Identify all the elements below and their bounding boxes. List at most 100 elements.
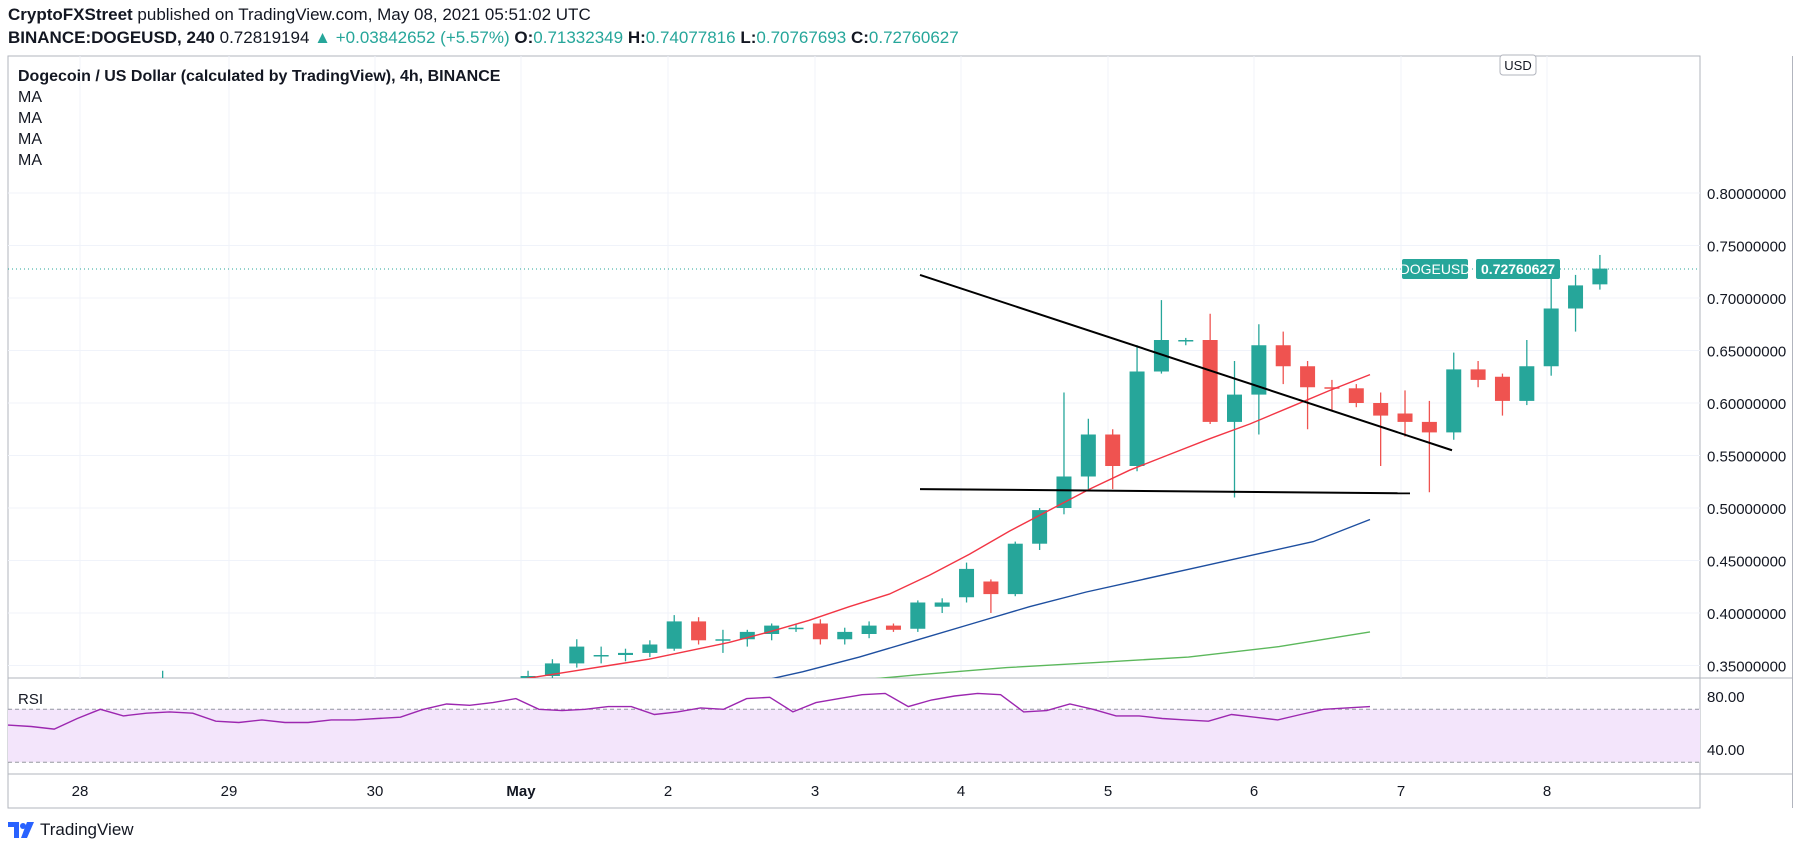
change-text: ▲ +0.03842652 (+5.57%) [314,28,510,47]
candle-body [569,646,585,664]
rsi-tick-label: 80.00 [1707,689,1745,706]
candle-body [1543,308,1559,367]
y-tick-label: 0.80000000 [1707,186,1786,203]
candle-body [1251,345,1267,395]
candle-body [618,652,633,655]
candle-body [642,644,658,653]
candle-body [983,581,999,595]
candle-body [691,621,707,641]
currency-badge-bg[interactable] [1499,54,1537,76]
x-tick-label: 30 [367,783,384,800]
candle-body [1153,340,1169,372]
y-tick-label: 0.60000000 [1707,396,1786,413]
price-tag-bg [1476,259,1560,280]
candle-body [666,621,682,649]
candle-body [764,625,780,634]
candle-body [1227,394,1242,422]
x-tick-label: 3 [811,783,819,800]
candle-body [1324,387,1340,389]
candle-body [1178,340,1194,342]
legend-title: Dogecoin / US Dollar (calculated by Trad… [18,68,501,85]
legend-ma-1[interactable]: MA [18,89,42,106]
right-border [1792,56,1793,808]
candle-body [1592,268,1608,285]
legend-ma-4[interactable]: MA [18,152,42,169]
symbol-tag-bg [1402,259,1468,280]
candle-body [959,568,975,598]
low-value: 0.70767693 [756,28,847,47]
rsi-band [8,709,1700,763]
close-value: 0.72760627 [868,28,959,47]
y-tick-label: 0.55000000 [1707,449,1786,466]
tradingview-logo[interactable]: TradingView [8,820,134,840]
candle-body [544,663,560,676]
x-tick-label: 2 [664,783,672,800]
candle-body [788,627,804,630]
x-tick-label: 6 [1250,783,1258,800]
y-tick-label: 0.75000000 [1707,239,1786,256]
candle-body [885,625,901,630]
moving-average-line-1 [524,373,1371,678]
symbol-text: BINANCE:DOGEUSD, 240 [8,28,215,47]
candle-body [1300,366,1316,388]
publisher-line: CryptoFXStreet published on TradingView.… [8,5,591,25]
high-label: H: [627,28,646,47]
published-text: published on TradingView.com, May 08, 20… [137,5,591,24]
candle-body [861,625,877,634]
candle-body [520,676,536,678]
last-price: 0.72819194 [219,28,310,47]
support-trendline [919,488,1411,495]
y-tick-label: 0.50000000 [1707,501,1786,518]
high-value: 0.74077816 [645,28,736,47]
x-tick-label: 5 [1104,783,1112,800]
candle-body [1129,371,1145,466]
x-tick-label: 4 [957,783,965,800]
candle-body [1397,413,1413,422]
rsi-tick-label: 40.00 [1707,742,1745,759]
y-tick-label: 0.40000000 [1707,606,1786,623]
x-tick-label: 29 [221,783,238,800]
open-label: O: [514,28,534,47]
candle-body [1348,388,1364,403]
moving-average-line-2 [771,518,1371,678]
legend-ma-3[interactable]: MA [18,131,42,148]
candle-body [812,623,828,640]
open-value: 0.71332349 [533,28,624,47]
chart-legend: Dogecoin / US Dollar (calculated by Trad… [18,66,500,171]
moving-average-line-3 [874,631,1371,678]
candle-body [739,631,755,640]
descending-trendline [919,273,1453,452]
publisher-name[interactable]: CryptoFXStreet [8,5,133,24]
symbol-ohlc-line: BINANCE:DOGEUSD, 240 0.72819194 ▲ +0.038… [8,28,959,48]
currency-badge[interactable]: USD [1504,58,1531,73]
x-tick-label: 7 [1397,783,1405,800]
candle-body [1494,376,1510,401]
candle-body [1105,434,1121,466]
candle-body [1446,369,1462,433]
candle-body [1470,369,1486,380]
candle-body [1007,543,1023,595]
candle-body [934,602,950,607]
y-tick-label: 0.35000000 [1707,659,1786,676]
candle-body [837,631,853,640]
legend-ma-2[interactable]: MA [18,110,42,127]
rsi-line [7,692,1371,730]
candle-body [1032,510,1048,544]
candle-body [1080,434,1096,477]
x-tick-label: 8 [1543,783,1551,800]
y-tick-label: 0.70000000 [1707,291,1786,308]
price-tag: 0.72760627 [1481,261,1555,277]
y-tick-label: 0.65000000 [1707,344,1786,361]
candle-body [1275,345,1291,367]
x-tick-label: 28 [72,783,89,800]
brand-text: TradingView [40,820,134,839]
tradingview-logo-icon [8,822,34,838]
candle-body [715,639,731,641]
candle-body [1421,421,1437,433]
x-tick-label: May [506,783,536,800]
candle-body [593,655,609,657]
candle-body [1202,340,1218,422]
candle-body [1373,403,1389,416]
candle-body [1568,285,1584,309]
